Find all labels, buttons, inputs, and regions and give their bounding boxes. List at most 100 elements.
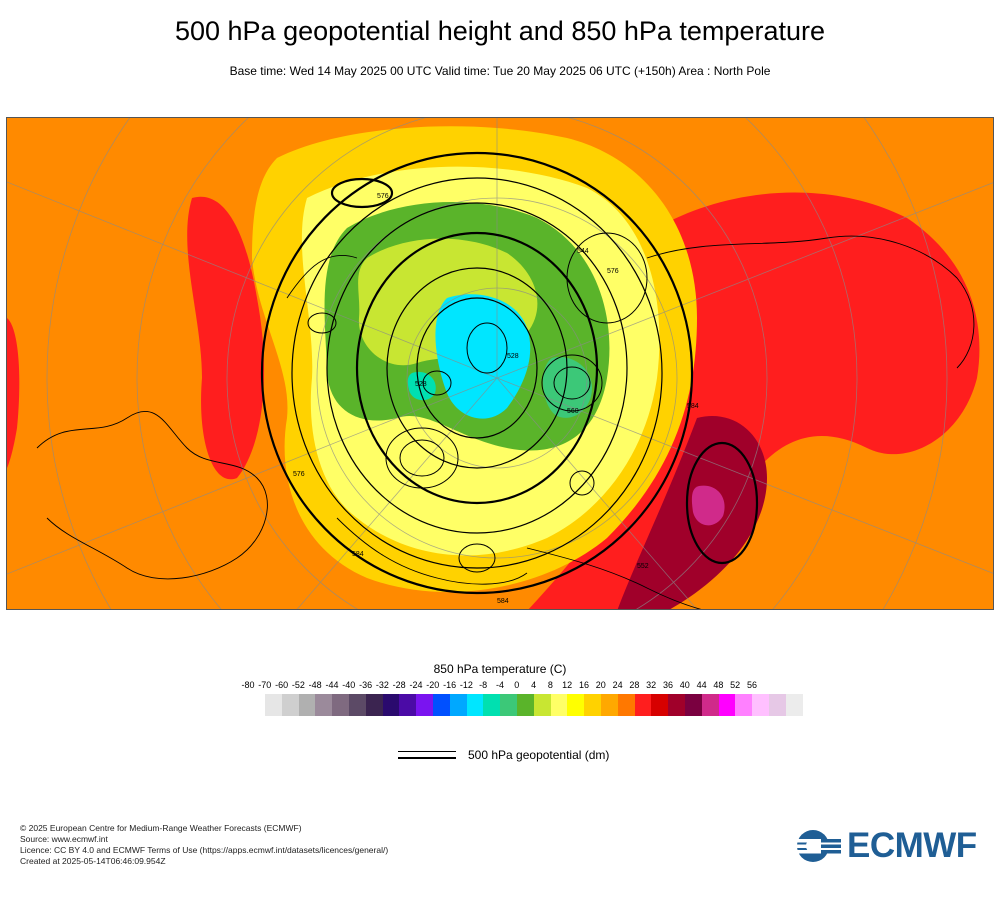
scale-swatch <box>348 694 366 716</box>
temp-field-cyan-core <box>435 294 531 419</box>
scale-label: -24 <box>409 680 423 690</box>
temp-field-red-left-edge <box>7 318 20 468</box>
scale-swatch <box>298 694 316 716</box>
scale-swatch <box>365 694 383 716</box>
scale-label: -12 <box>459 680 473 690</box>
scale-label: -4 <box>495 680 505 690</box>
contour-label: 584 <box>352 551 364 558</box>
scale-swatch <box>449 694 467 716</box>
scale-label: 36 <box>662 680 674 690</box>
scale-label: 48 <box>713 680 724 690</box>
scale-label: -28 <box>392 680 406 690</box>
scale-label: 0 <box>514 680 520 690</box>
contour-label: 528 <box>507 353 519 360</box>
ecmwf-logo-icon <box>797 830 841 862</box>
scale-swatch <box>416 694 433 716</box>
contour-label-group: 584 552 528 576 584 528 544 560 576 576 … <box>293 193 699 605</box>
map-panel: 584 552 528 576 584 528 544 560 576 576 … <box>6 117 994 610</box>
scale-label: 24 <box>612 680 623 690</box>
scale-label: 20 <box>595 680 606 690</box>
temp-field-red-east <box>528 192 980 609</box>
chart-subtitle: Base time: Wed 14 May 2025 00 UTC Valid … <box>229 64 771 78</box>
scale-swatch <box>651 694 669 716</box>
scale-label: 40 <box>679 680 690 690</box>
contour-label: 544 <box>577 248 589 255</box>
scale-swatch <box>281 694 299 716</box>
created-text: Created at 2025-05-14T06:46:09.954Z <box>20 856 166 866</box>
scale-swatch <box>668 694 685 716</box>
scale-label: 56 <box>746 680 758 690</box>
scale-label: -44 <box>325 680 339 690</box>
copyright-text: © 2025 European Centre for Medium-Range … <box>20 823 302 833</box>
temperature-color-scale <box>265 694 803 716</box>
scale-swatch <box>382 694 400 716</box>
scale-swatch <box>500 694 517 716</box>
scale-label: -70 <box>258 680 272 690</box>
contour-label: 584 <box>687 403 699 410</box>
scale-label: -16 <box>443 680 457 690</box>
scale-swatch <box>718 694 736 716</box>
scale-label: 32 <box>646 680 657 690</box>
scale-label: 16 <box>578 680 590 690</box>
scale-swatch <box>466 694 484 716</box>
scale-swatch <box>617 694 635 716</box>
scale-label: -40 <box>342 680 356 690</box>
footer-credits: © 2025 European Centre for Medium-Range … <box>20 823 388 867</box>
scale-swatch <box>684 694 702 716</box>
contour-label: 560 <box>567 408 579 415</box>
scale-label: 28 <box>629 680 640 690</box>
temp-field-green-east-low <box>542 357 592 418</box>
ecmwf-logo-text: ECMWF <box>847 826 977 865</box>
scale-swatch <box>399 694 417 716</box>
temperature-scale-labels: -80 -70 -60 -52 -48 -44 -40 -36 -32 -28 -24 -20 -16-… <box>241 680 768 694</box>
scale-swatch <box>332 694 349 716</box>
contour-label: 552 <box>637 563 649 570</box>
scale-swatch <box>785 694 803 716</box>
scale-swatch <box>315 694 333 716</box>
source-text: Source: www.ecmwf.int <box>20 834 108 844</box>
scale-swatch <box>483 694 501 716</box>
graticule <box>7 118 993 609</box>
scale-label: -60 <box>275 680 289 690</box>
scale-label: 12 <box>562 680 573 690</box>
scale-swatch <box>768 694 786 716</box>
scale-swatch <box>265 694 282 716</box>
geopotential-contours <box>260 151 759 595</box>
scale-label: -52 <box>291 680 305 690</box>
scale-swatch <box>516 694 534 716</box>
chart-title: 500 hPa geopotential height and 850 hPa … <box>174 16 825 46</box>
contour-label: 576 <box>293 471 305 478</box>
contour-label: 576 <box>607 268 619 275</box>
scale-label: -20 <box>426 680 440 690</box>
scale-swatch <box>533 694 551 716</box>
scale-swatch <box>432 694 450 716</box>
scale-swatch <box>600 694 618 716</box>
scale-label: -48 <box>308 680 322 690</box>
scale-label: 8 <box>547 680 553 690</box>
scale-label: -8 <box>479 680 488 690</box>
coastlines <box>36 235 975 609</box>
scale-swatch <box>584 694 601 716</box>
geopotential-legend-label: 500 hPa geopotential (dm) <box>468 748 610 762</box>
contour-line-sample <box>398 749 456 761</box>
temp-field-magenta-spot <box>691 485 725 526</box>
contour-label: 528 <box>415 381 427 388</box>
scale-label: -32 <box>375 680 389 690</box>
north-pole-map: 584 552 528 576 584 528 544 560 576 576 … <box>7 118 993 609</box>
scale-label: -36 <box>359 680 373 690</box>
ecmwf-logo: ECMWF <box>795 826 977 866</box>
contour-label: 576 <box>377 193 389 200</box>
scale-swatch <box>752 694 769 716</box>
scale-swatch <box>701 694 719 716</box>
scale-label: 52 <box>730 680 741 690</box>
scale-swatch <box>567 694 585 716</box>
licence-text: Licence: CC BY 4.0 and ECMWF Terms of Us… <box>20 845 389 855</box>
contour-label: 584 <box>497 598 509 605</box>
geopotential-legend: 500 hPa geopotential (dm) <box>398 748 609 762</box>
scale-swatch <box>634 694 652 716</box>
scale-label: 44 <box>696 680 707 690</box>
scale-label: -80 <box>241 680 255 690</box>
temp-field-red-west <box>187 196 265 480</box>
temperature-legend-title: 850 hPa temperature (C) <box>433 662 567 676</box>
scale-label: 4 <box>531 680 537 690</box>
